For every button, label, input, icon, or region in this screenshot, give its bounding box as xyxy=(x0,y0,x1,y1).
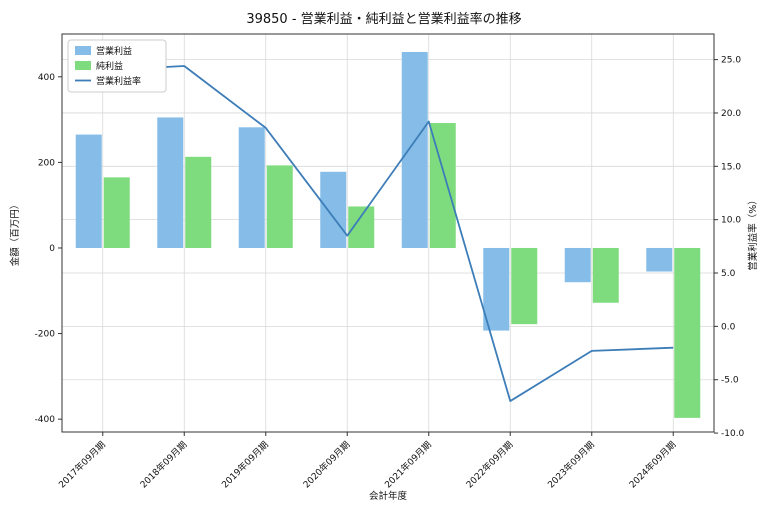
bar-operating-profit-2 xyxy=(238,127,265,248)
legend-label-operating-profit: 営業利益 xyxy=(96,45,132,57)
y2-tick-label: 10.0 xyxy=(721,216,741,226)
y-tick-label: 200 xyxy=(38,158,55,168)
bar-operating-profit-5 xyxy=(483,247,510,331)
y2-tick-label: 25.0 xyxy=(721,56,741,66)
x-tick-label: 2021年09月期 xyxy=(382,439,434,491)
y-tick-label: -400 xyxy=(35,415,56,425)
x-axis-label: 会計年度 xyxy=(368,491,407,502)
chart-title: 39850 - 営業利益・純利益と営業利益率の推移 xyxy=(246,12,522,27)
bar-net-profit-2 xyxy=(266,165,293,248)
x-tick-label: 2022年09月期 xyxy=(463,439,515,491)
x-tick-label: 2023年09月期 xyxy=(545,439,597,491)
x-tick-label: 2018年09月期 xyxy=(137,439,189,491)
legend-box xyxy=(67,39,167,93)
y2-tick-label: -10.0 xyxy=(721,429,745,439)
legend-label-net-profit: 純利益 xyxy=(96,60,123,72)
y2-tick-label: 0.0 xyxy=(721,322,736,332)
legend-label-operating-margin: 営業利益率 xyxy=(96,75,141,87)
plot-frame xyxy=(61,33,715,433)
y-axis-label-right: 営業利益率（%） xyxy=(748,195,759,271)
y-tick-label: 400 xyxy=(38,73,55,83)
bar-operating-profit-6 xyxy=(564,247,591,283)
legend-swatch-net-profit xyxy=(75,61,91,70)
y-axis-label-left: 金額（百万円） xyxy=(10,199,21,267)
bar-operating-profit-3 xyxy=(320,171,347,248)
x-tick-label: 2024年09月期 xyxy=(626,439,678,491)
line-operating-margin xyxy=(102,65,674,402)
bar-net-profit-4 xyxy=(429,123,456,248)
bar-net-profit-3 xyxy=(348,206,375,248)
y2-tick-label: -5.0 xyxy=(721,376,739,386)
bar-operating-profit-7 xyxy=(646,247,673,272)
bar-net-profit-7 xyxy=(674,247,701,418)
bar-net-profit-1 xyxy=(185,156,212,248)
bar-net-profit-5 xyxy=(511,247,538,325)
bar-net-profit-0 xyxy=(103,177,130,248)
y-tick-label: -200 xyxy=(35,330,56,340)
bar-net-profit-6 xyxy=(592,247,619,303)
x-tick-label: 2017年09月期 xyxy=(56,439,108,491)
y-tick-label: 0 xyxy=(49,244,55,254)
bar-operating-profit-1 xyxy=(157,117,184,248)
y2-tick-label: 20.0 xyxy=(721,109,741,119)
legend-swatch-operating-profit xyxy=(75,46,91,55)
y2-tick-label: 5.0 xyxy=(721,269,736,279)
bar-operating-profit-0 xyxy=(75,134,102,248)
y2-tick-label: 15.0 xyxy=(721,162,741,172)
x-tick-label: 2019年09月期 xyxy=(219,439,271,491)
x-tick-label: 2020年09月期 xyxy=(300,439,352,491)
bar-operating-profit-4 xyxy=(401,51,428,248)
